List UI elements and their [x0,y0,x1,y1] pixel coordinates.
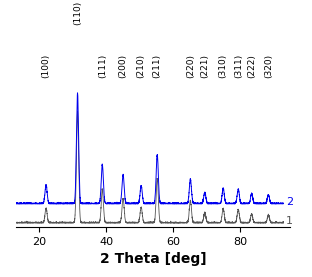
Text: (210): (210) [137,54,146,78]
Text: (310): (310) [219,54,228,78]
Text: (111): (111) [98,54,107,78]
Text: (200): (200) [119,54,128,78]
Text: (311): (311) [234,54,243,78]
X-axis label: 2 Theta [deg]: 2 Theta [deg] [100,252,206,266]
Text: 1: 1 [286,216,293,226]
Text: 2: 2 [286,197,293,207]
Text: (222): (222) [247,54,256,78]
Text: (221): (221) [200,54,209,78]
Text: (110): (110) [73,1,82,25]
Text: (100): (100) [41,54,51,78]
Text: (211): (211) [153,54,162,78]
Text: (320): (320) [264,54,273,78]
Text: (220): (220) [186,54,195,78]
